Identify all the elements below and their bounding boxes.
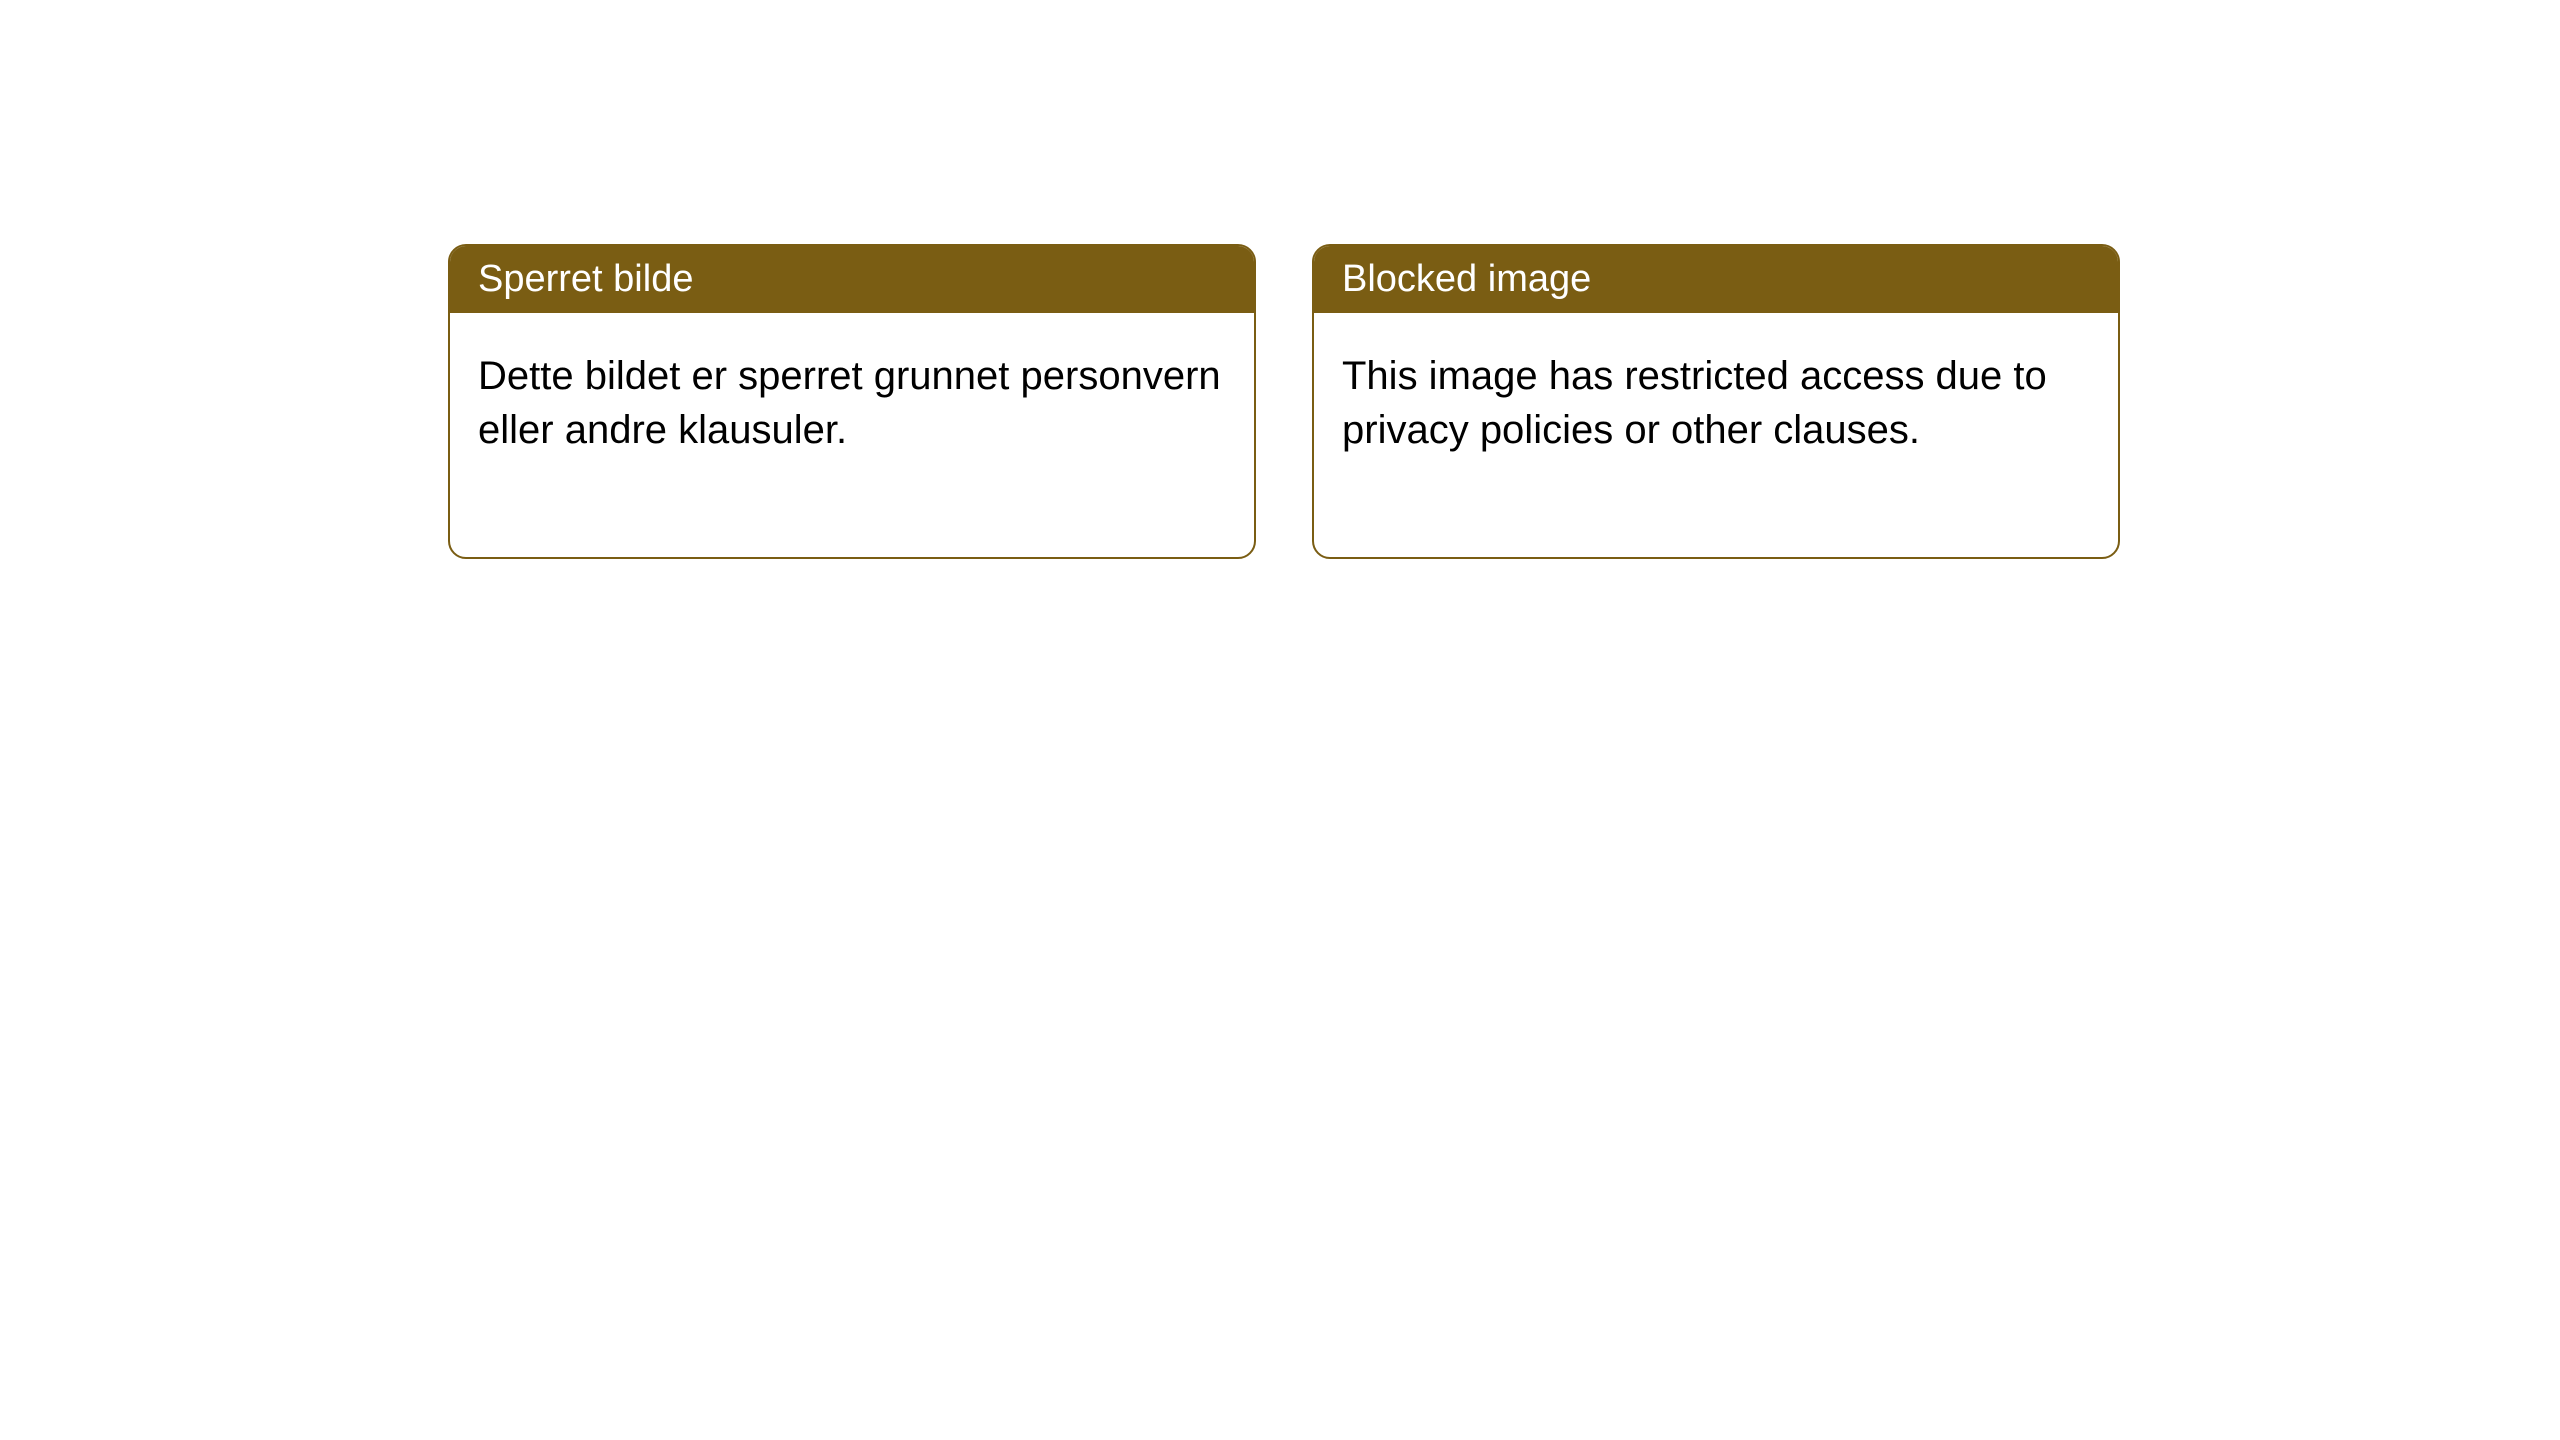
card-body-text: This image has restricted access due to … — [1342, 354, 2047, 452]
card-body: Dette bildet er sperret grunnet personve… — [450, 313, 1254, 557]
card-title: Sperret bilde — [478, 258, 693, 300]
card-header: Sperret bilde — [450, 246, 1254, 313]
blocked-image-card-en: Blocked image This image has restricted … — [1312, 244, 2120, 559]
cards-container: Sperret bilde Dette bildet er sperret gr… — [448, 244, 2120, 559]
card-body: This image has restricted access due to … — [1314, 313, 2118, 557]
card-title: Blocked image — [1342, 258, 1591, 300]
blocked-image-card-no: Sperret bilde Dette bildet er sperret gr… — [448, 244, 1256, 559]
card-header: Blocked image — [1314, 246, 2118, 313]
card-body-text: Dette bildet er sperret grunnet personve… — [478, 354, 1221, 452]
